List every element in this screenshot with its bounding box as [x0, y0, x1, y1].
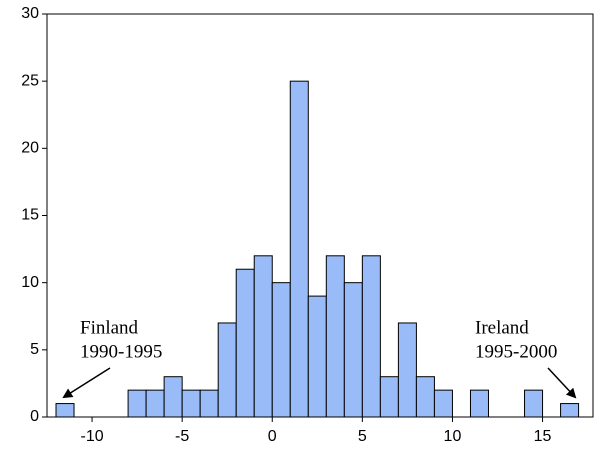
y-tick-label: 15: [21, 207, 39, 224]
bar: [307, 295, 327, 418]
y-tick-label: 5: [30, 341, 39, 358]
y-tick-label: 30: [21, 5, 39, 22]
bar: [433, 389, 453, 418]
x-tick-label: 10: [444, 428, 462, 445]
x-tick-label: -10: [80, 428, 103, 445]
annotation-arrow: [62, 367, 111, 399]
bar: [361, 255, 381, 418]
x-tick-label: 0: [268, 428, 277, 445]
bar: [163, 376, 183, 418]
bar: [560, 403, 580, 418]
y-tick-label: 25: [21, 72, 39, 89]
bar: [145, 389, 165, 418]
x-tick-label: -5: [175, 428, 189, 445]
bar: [235, 268, 255, 418]
bar: [524, 389, 544, 418]
bar: [379, 376, 399, 418]
annotation-arrow: [547, 367, 577, 399]
y-tick-label: 20: [21, 140, 39, 157]
bar: [271, 282, 291, 418]
bar: [127, 389, 147, 418]
x-tick-label: 15: [534, 428, 552, 445]
bar: [469, 389, 489, 418]
bar: [217, 322, 237, 418]
annotation: Finland: [80, 317, 139, 338]
bar: [199, 389, 219, 418]
bar: [253, 255, 273, 418]
bar: [55, 403, 75, 418]
annotation: Ireland: [475, 317, 529, 338]
bar: [397, 322, 417, 418]
bar: [415, 376, 435, 418]
bar: [181, 389, 201, 418]
y-tick-label: 0: [30, 408, 39, 425]
y-tick-label: 10: [21, 274, 39, 291]
annotation: 1990-1995: [80, 341, 162, 362]
annotation: 1995-2000: [475, 341, 557, 362]
bar: [325, 255, 345, 418]
bar: [289, 80, 309, 418]
bar: [343, 282, 363, 418]
x-tick-label: 5: [358, 428, 367, 445]
